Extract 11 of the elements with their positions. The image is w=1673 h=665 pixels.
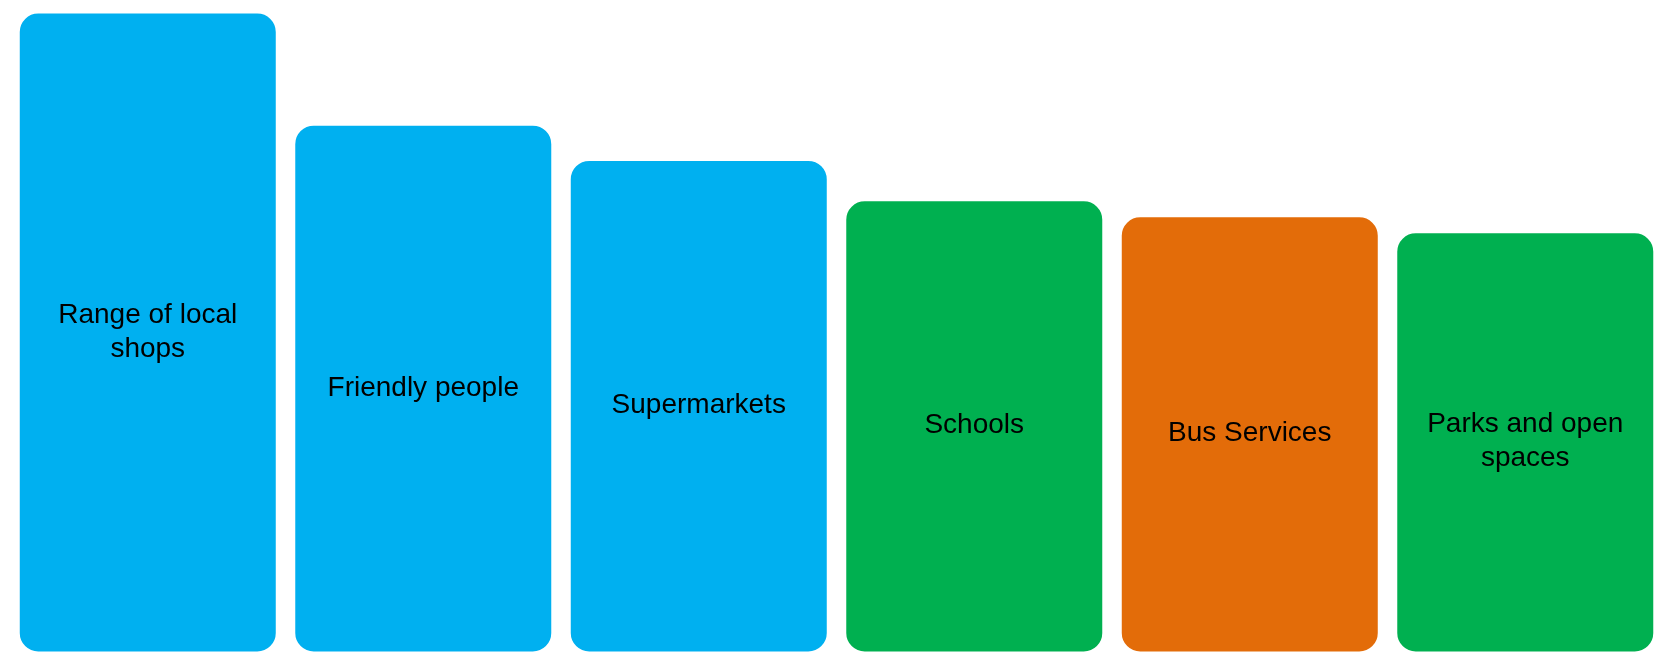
x-tick-label: Friendly people — [327, 370, 519, 402]
bar — [16, 12, 279, 653]
x-tick-label: Schools — [924, 408, 1025, 440]
bar — [843, 198, 1106, 653]
bar — [1394, 230, 1657, 653]
bar — [1118, 214, 1381, 653]
x-tick-label: Supermarkets — [611, 388, 786, 420]
x-tick-label: Bus Services — [1168, 416, 1332, 448]
x-tick-label: Parks and open spaces — [1427, 407, 1624, 473]
x-tick-label: Range of local shops — [58, 297, 238, 363]
bar — [292, 122, 555, 653]
